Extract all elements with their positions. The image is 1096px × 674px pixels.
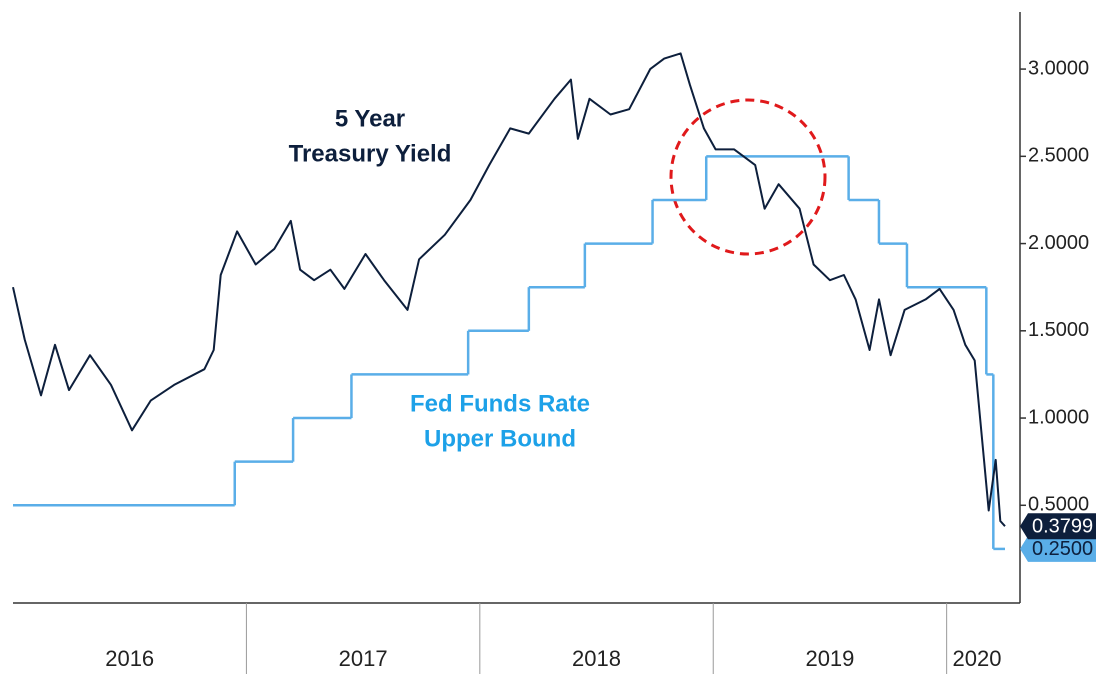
y-tick-label: 1.0000 xyxy=(1028,406,1089,428)
highlight-circle xyxy=(669,98,827,256)
end-label-text: 0.3799 xyxy=(1032,516,1093,538)
annotation: Upper Bound xyxy=(424,425,576,452)
annotation: Fed Funds Rate xyxy=(410,390,590,417)
y-tick-label: 2.5000 xyxy=(1028,145,1089,167)
x-tick-label: 2018 xyxy=(572,646,621,671)
x-tick-label: 2016 xyxy=(105,646,154,671)
y-tick-label: 2.0000 xyxy=(1028,232,1089,254)
end-label-box xyxy=(1020,513,1096,540)
x-tick-label: 2017 xyxy=(339,646,388,671)
end-label-text: 0.2500 xyxy=(1032,538,1093,560)
annotation: Treasury Yield xyxy=(289,140,452,167)
y-tick-label: 0.5000 xyxy=(1028,494,1089,516)
end-label-box xyxy=(1020,535,1096,562)
line xyxy=(12,52,1006,527)
x-tick-label: 2019 xyxy=(805,646,854,671)
y-tick-label: 3.0000 xyxy=(1028,57,1089,79)
x-tick-label: 2020 xyxy=(953,646,1002,671)
y-tick-label: 1.5000 xyxy=(1028,319,1089,341)
annotation: 5 Year xyxy=(335,105,405,132)
